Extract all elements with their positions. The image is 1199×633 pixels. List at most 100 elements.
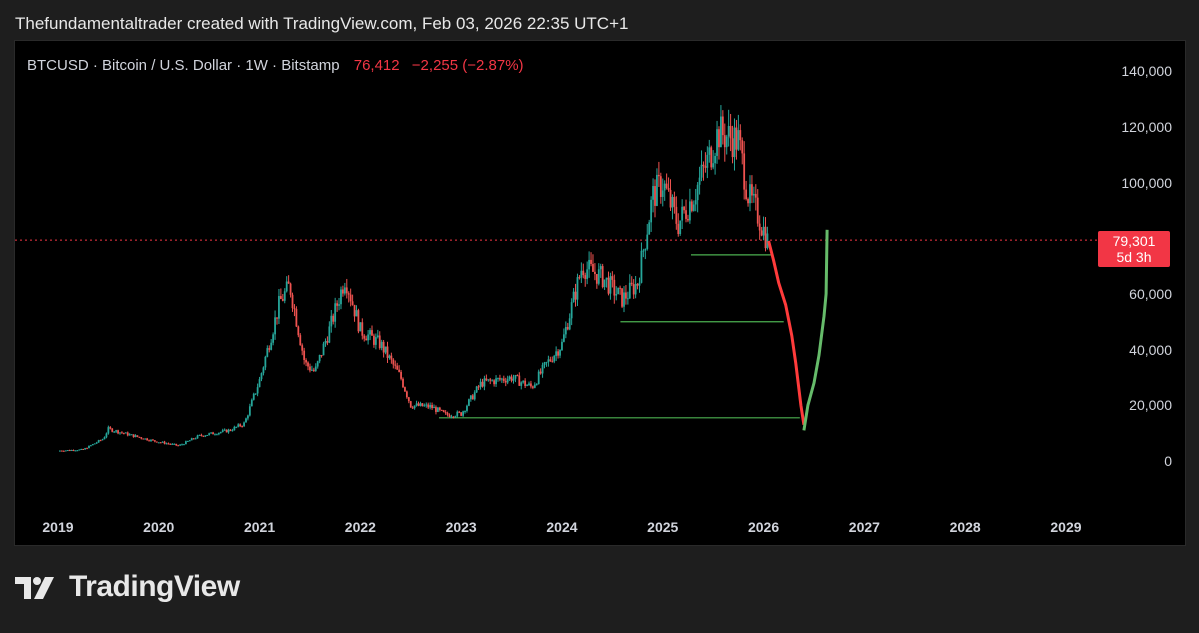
candle-body [369,330,371,335]
candle-body [396,365,399,370]
candle-body [268,348,271,350]
candle-body [301,345,304,351]
candle-body [163,441,166,444]
candle-body [192,438,195,440]
candle-body [417,403,420,406]
tradingview-wordmark: TradingView [69,570,240,603]
candle-body [400,371,402,379]
candle-body [487,379,490,381]
candle-body [454,416,457,418]
candle-body [365,338,368,341]
candle-body [88,445,90,449]
candle-body [601,266,604,288]
candle-body [626,298,629,300]
candle-body [245,418,247,423]
candle-body [175,443,178,446]
candle-body [374,337,377,345]
candle-body [654,186,656,206]
candle-body [594,271,596,275]
candle-body [508,376,511,380]
candle-body [512,378,515,381]
candle-body [628,282,631,299]
candle-body [407,397,410,402]
candle-body [702,164,705,167]
candle-body [597,269,600,284]
candle-body [239,424,242,427]
candle-body [58,450,61,452]
candle-body [704,166,707,168]
candle-body [652,186,654,200]
candle-body [752,193,755,196]
price-chart-svg[interactable] [15,41,1186,546]
candle-body [592,263,594,272]
candle-body [657,174,660,177]
candle-body [524,380,527,386]
candle-body [130,434,133,436]
price-axis-label: 100,000 [1121,174,1172,191]
candle-body [448,415,451,417]
candle-body [227,429,230,433]
candle-body [148,440,150,442]
price-axis-label: 120,000 [1121,118,1172,135]
candle-body [307,362,309,367]
candle-body [555,351,558,356]
projection-path [767,229,829,431]
candle-body [625,292,627,299]
candle-body [101,439,104,441]
candle-body [340,289,342,305]
candle-body [72,450,75,452]
time-axis-label: 2026 [747,519,780,535]
candle-body [464,410,466,412]
candle-body [136,435,139,437]
time-axis-label: 2025 [647,519,679,535]
candle-body [357,310,360,332]
candle-body [225,429,228,433]
candle-body [155,441,158,443]
candle-body [578,277,581,279]
candle-body [729,126,732,139]
candle-body [99,440,102,442]
candle-body [409,401,412,408]
candle-body [283,291,286,301]
candle-body [359,322,362,332]
candle-body [237,424,240,427]
candle-body [479,381,482,388]
candle-body [700,164,703,178]
candle-body [384,346,387,353]
candle-body [522,380,525,383]
candle-body [322,343,325,356]
candle-body [231,430,234,432]
time-axis-label: 2027 [848,519,880,535]
candle-body [733,127,736,158]
candle-body [504,380,507,383]
candle-body [289,283,292,295]
candle-body [553,355,556,362]
candle-body [157,442,160,444]
candlestick-series [58,105,769,452]
candle-body [299,335,302,346]
candle-body [70,450,73,452]
candle-body [291,294,294,309]
candle-body [721,116,724,136]
candle-body [324,341,327,344]
candle-body [285,281,288,292]
candle-body [570,302,573,319]
candle-body [66,450,69,452]
candle-body [650,199,653,223]
candle-body [634,283,637,295]
candle-body [152,439,154,441]
tradingview-branding[interactable]: TradingView [15,570,240,604]
candle-body [745,189,748,200]
candle-body [119,432,121,434]
candle-body [754,193,757,198]
badge-price: 79,301 [1112,233,1156,249]
candle-body [499,378,501,380]
candle-body [326,341,329,343]
candle-body [683,206,685,211]
candle-body [586,269,589,279]
candle-body [241,426,244,428]
symbol-legend[interactable]: BTCUSD · Bitcoin / U.S. Dollar · 1W · Bi… [27,57,524,74]
chart-panel[interactable]: BTCUSD · Bitcoin / U.S. Dollar · 1W · Bi… [14,40,1186,546]
candle-body [117,430,119,434]
candle-body [630,282,633,285]
